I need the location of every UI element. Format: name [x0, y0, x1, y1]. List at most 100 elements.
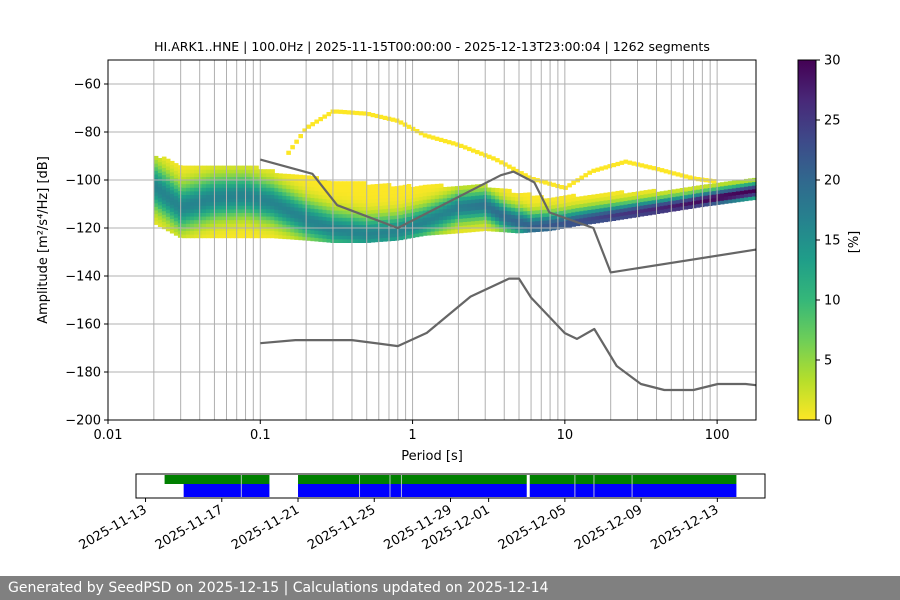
- pdf-cell: [619, 197, 625, 202]
- pdf-cell: [181, 212, 187, 217]
- x-axis-ticks: 0.01 0.1 1 10 100: [94, 420, 730, 443]
- pdf-cell: [434, 223, 440, 228]
- pdf-cell: [370, 205, 376, 211]
- pdf-cell: [338, 181, 344, 186]
- pdf-cell: [382, 223, 388, 228]
- pdf-cell: [250, 208, 255, 213]
- pdf-cell: [242, 201, 247, 206]
- pdf-cell: [302, 193, 307, 198]
- pdf-cell: [161, 196, 167, 201]
- pdf-cell: [218, 165, 223, 170]
- pdf-cell: [222, 208, 227, 213]
- pdf-cell: [290, 174, 295, 179]
- pdf-cell: [430, 205, 436, 210]
- pdf-cell: [687, 201, 693, 206]
- pdf-cell: [575, 214, 580, 219]
- pdf-cell: [165, 205, 171, 210]
- pdf-cell: [603, 199, 609, 205]
- pdf-cell: [161, 156, 167, 161]
- pdf-cell: [161, 185, 167, 190]
- pdf-cell: [310, 197, 315, 202]
- pdf-sparse-cell: [651, 166, 657, 171]
- pdf-cell: [531, 213, 536, 218]
- pdf-cell: [527, 214, 532, 219]
- pdf-cell: [434, 230, 440, 235]
- pdf-cell: [262, 201, 267, 206]
- pdf-cell: [202, 169, 207, 174]
- pdf-cell: [591, 208, 596, 214]
- pdf-cell: [378, 216, 384, 221]
- pdf-cell: [222, 216, 227, 221]
- pdf-cell: [719, 189, 725, 194]
- series-nlnm: [260, 277, 757, 392]
- pdf-cell: [314, 230, 319, 235]
- pdf-cell: [366, 188, 372, 193]
- pdf-cell: [527, 196, 532, 201]
- pdf-cell: [551, 204, 556, 209]
- pdf-cell: [286, 224, 291, 229]
- pdf-cell: [214, 212, 219, 217]
- pdf-cell: [583, 213, 588, 218]
- pdf-cell: [250, 216, 255, 221]
- pdf-cell: [354, 202, 360, 207]
- pdf-sparse-cell: [603, 165, 609, 170]
- pdf-cell: [491, 209, 496, 214]
- timeline-date-label: 2025-12-05: [496, 502, 569, 553]
- pdf-cell: [603, 214, 609, 219]
- pdf-cell: [655, 209, 661, 214]
- timeline-gap: [400, 475, 402, 497]
- pdf-cell: [619, 193, 625, 199]
- pdf-cell: [402, 195, 408, 200]
- pdf-cell: [278, 213, 283, 218]
- pdf-cell: [487, 219, 492, 225]
- pdf-cell: [418, 189, 424, 194]
- pdf-cell: [571, 215, 576, 220]
- pdf-cell: [202, 183, 207, 188]
- pdf-cell: [358, 217, 364, 222]
- pdf-cell: [615, 194, 621, 199]
- pdf-cell: [346, 231, 352, 236]
- pdf-cell: [735, 180, 741, 185]
- pdf-cell: [266, 223, 271, 228]
- pdf-cell: [198, 169, 203, 174]
- pdf-sparse-cell: [298, 134, 303, 139]
- pdf-cell: [165, 212, 171, 217]
- pdf-cell: [181, 172, 187, 177]
- pdf-cell: [748, 185, 753, 190]
- pdf-cell: [406, 223, 412, 228]
- pdf-cell: [186, 205, 191, 210]
- pdf-cell: [350, 199, 356, 204]
- pdf-cell: [286, 235, 291, 240]
- pdf-cell: [334, 213, 340, 218]
- pdf-cell: [242, 212, 247, 217]
- pdf-cell: [334, 228, 340, 233]
- colorbar-bar: [797, 59, 817, 421]
- pdf-cell: [599, 204, 604, 209]
- pdf-cell: [519, 211, 524, 216]
- pdf-cell: [210, 219, 215, 224]
- pdf-cell: [318, 180, 323, 185]
- pdf-cell: [398, 199, 404, 205]
- pdf-cell: [290, 217, 295, 222]
- pdf-cell: [278, 202, 283, 207]
- pdf-cell: [354, 195, 360, 200]
- pdf-cell: [748, 182, 753, 187]
- pdf-cell: [370, 209, 376, 214]
- pdf-cell: [402, 220, 408, 225]
- pdf-sparse-cell: [374, 113, 380, 119]
- timeline-green-segment: [298, 475, 737, 484]
- pdf-cell: [402, 199, 408, 204]
- pdf-cell: [322, 220, 327, 225]
- pdf-cell: [374, 205, 380, 210]
- pdf-cell: [507, 217, 512, 222]
- pdf-cell: [394, 218, 400, 223]
- pdf-cell: [186, 183, 191, 188]
- pdf-cell: [434, 209, 440, 214]
- pdf-cell: [214, 165, 219, 170]
- pdf-sparse-cell: [495, 158, 500, 163]
- pdf-cell: [454, 214, 460, 220]
- pdf-cell: [655, 195, 661, 200]
- pdf-cell: [394, 232, 400, 238]
- pdf-cell: [334, 195, 340, 200]
- pdf-sparse-cell: [410, 126, 416, 131]
